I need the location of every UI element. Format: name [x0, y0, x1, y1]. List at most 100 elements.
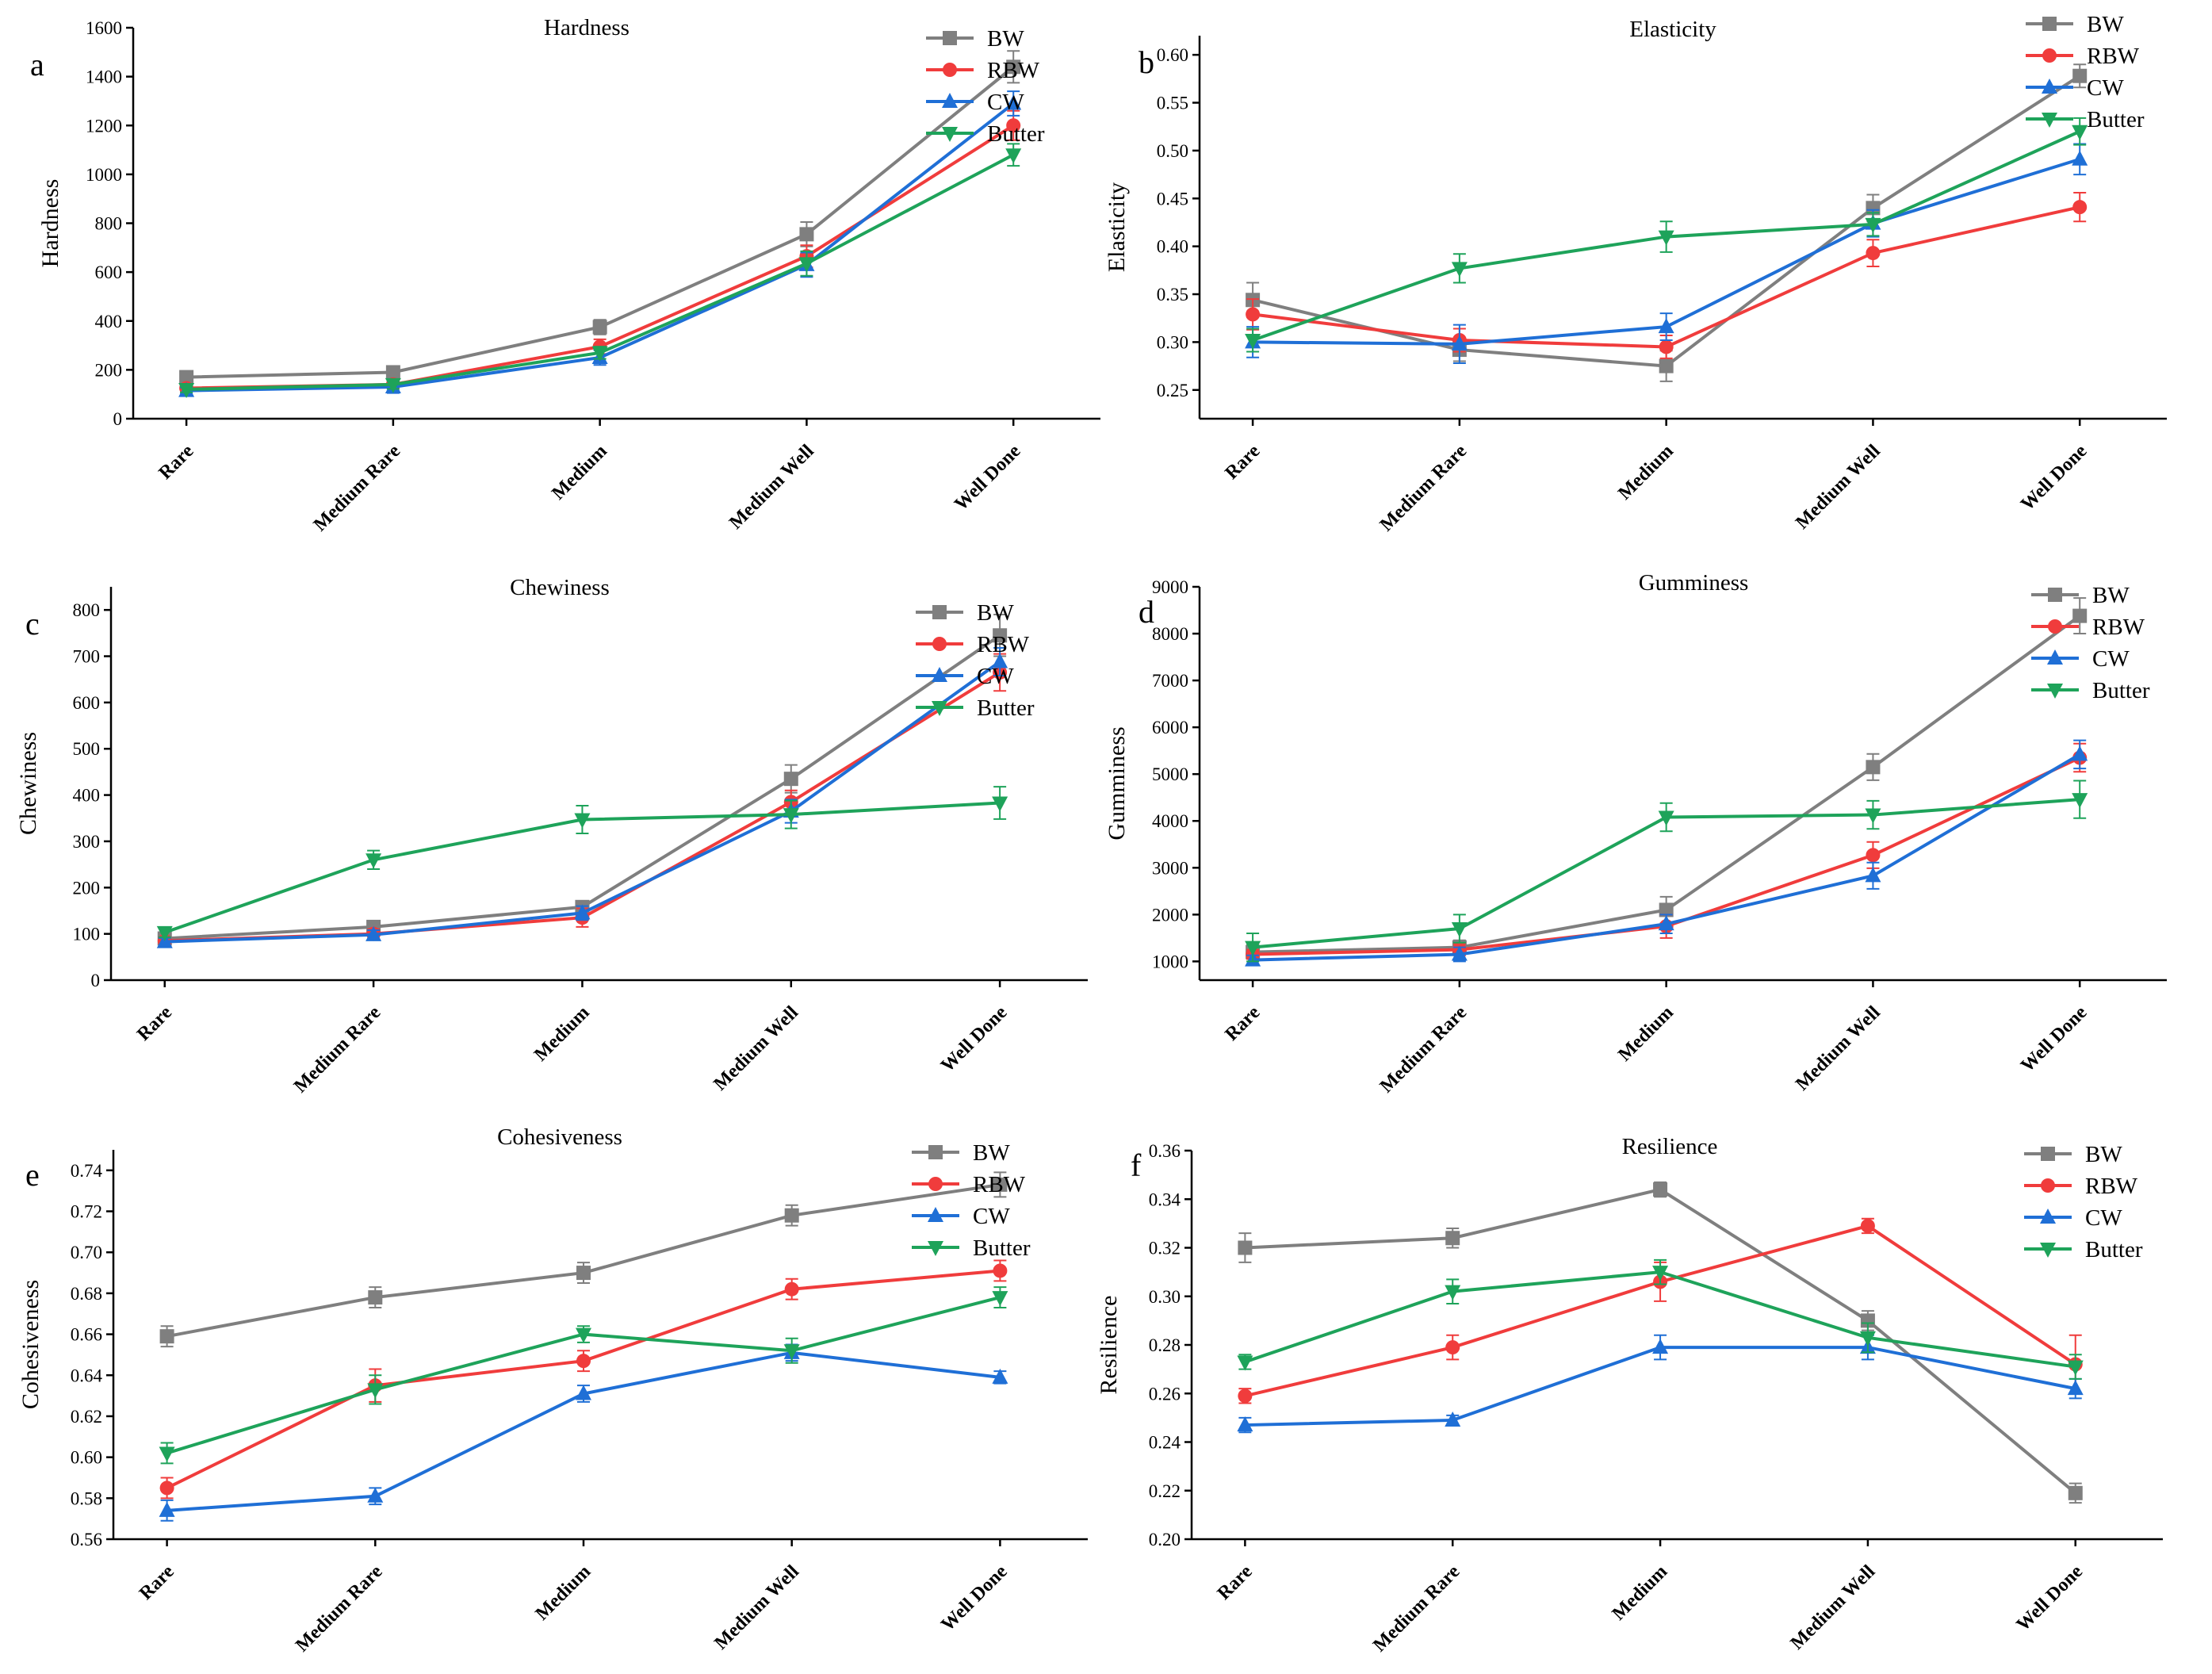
series-bw — [179, 50, 1021, 385]
legend: BW RBW CW Butter — [2026, 12, 2145, 132]
series-bw — [157, 614, 1008, 946]
data-point — [385, 365, 400, 380]
y-tick-label: 600 — [73, 693, 101, 713]
data-point — [576, 1354, 591, 1369]
legend: BW RBW CW Butter — [916, 600, 1035, 721]
y-axis-title: Gumminess — [1104, 726, 1130, 840]
legend-label: BW — [2085, 1142, 2122, 1167]
y-tick-label: 1000 — [86, 165, 122, 185]
y-tick-label: 1400 — [86, 67, 122, 87]
data-point — [784, 1208, 799, 1223]
series-rbw — [1238, 1217, 2083, 1404]
y-tick-label: 600 — [95, 262, 123, 282]
legend: BW RBW CW Butter — [2031, 583, 2150, 703]
legend-label: BW — [2087, 12, 2124, 37]
x-category-label: Well Done — [2017, 1002, 2091, 1077]
x-category-label: Medium — [530, 1002, 594, 1066]
series-bw — [159, 1171, 1008, 1348]
y-tick-label: 100 — [73, 925, 101, 944]
series-butter — [1245, 117, 2088, 353]
legend-marker — [928, 1207, 943, 1222]
chart-panel-f: 0.20 0.22 0.24 0.26 0.28 0.30 0.32 0.34 0.36 Rare… — [1096, 1134, 2163, 1656]
legend-label: Butter — [973, 1235, 1031, 1261]
y-tick-label: 0.25 — [1157, 381, 1188, 400]
series-rbw — [159, 1259, 1008, 1500]
x-category-label: Well Done — [951, 441, 1025, 515]
data-point — [1866, 201, 1881, 216]
legend-marker — [2041, 1178, 2055, 1193]
y-tick-label: 1600 — [86, 18, 122, 38]
series-line — [164, 634, 1001, 940]
series-line — [164, 660, 1001, 944]
y-tick-label: 800 — [95, 214, 123, 234]
data-point — [1866, 848, 1881, 863]
data-point — [993, 1177, 1008, 1192]
data-point — [799, 227, 814, 242]
data-point — [1238, 1389, 1253, 1404]
legend-label: RBW — [2085, 1174, 2138, 1199]
legend-marker — [2040, 1209, 2056, 1224]
data-point — [2072, 745, 2088, 761]
y-tick-label: 2000 — [1152, 905, 1188, 925]
data-point — [574, 813, 591, 829]
series-butter — [156, 786, 1008, 941]
data-point — [1866, 760, 1881, 775]
data-point — [1005, 148, 1022, 164]
x-category-label: Medium Rare — [292, 1561, 387, 1657]
chart-title: Resilience — [1622, 1134, 1718, 1159]
data-point — [2072, 200, 2088, 215]
data-point — [1451, 945, 1468, 961]
y-axis-title: Elasticity — [1104, 182, 1130, 272]
panel-letter: b — [1139, 44, 1154, 80]
legend-marker — [2042, 17, 2057, 31]
legend-label: CW — [977, 664, 1014, 689]
x-category-label: Medium Well — [1792, 441, 1885, 534]
x-category-label: Medium — [548, 441, 611, 504]
legend: BW RBW CW Butter — [926, 26, 1045, 147]
data-point — [1451, 262, 1468, 278]
x-category-label: Medium Rare — [290, 1002, 385, 1097]
y-tick-label: 0.72 — [71, 1202, 102, 1222]
panel-letter: d — [1139, 594, 1154, 630]
x-category-label: Medium — [1609, 1561, 1672, 1625]
series-line — [166, 1182, 1001, 1339]
y-axis-title: Chewiness — [15, 732, 41, 835]
data-point — [179, 370, 194, 385]
legend-marker — [943, 63, 957, 77]
y-tick-label: 0.35 — [1157, 285, 1188, 305]
data-point — [1652, 1339, 1669, 1354]
legend-label: RBW — [987, 58, 1040, 83]
legend-marker — [2047, 684, 2063, 699]
legend-label: Butter — [2087, 107, 2145, 132]
y-tick-label: 400 — [95, 312, 123, 331]
chart-panel-c: 0 100 200 300 400 500 600 700 800 Rare Medium Rare… — [15, 575, 1088, 1097]
x-category-label: Well Done — [937, 1002, 1012, 1077]
x-category-label: Rare — [155, 441, 197, 484]
chart-title: Chewiness — [510, 575, 610, 600]
x-category-label: Well Done — [2017, 441, 2091, 515]
panel-letter: e — [25, 1157, 40, 1193]
legend-label: BW — [2092, 583, 2130, 608]
series-cw — [1237, 1334, 2084, 1434]
legend: BW RBW CW Butter — [912, 1140, 1031, 1261]
y-tick-label: 4000 — [1152, 811, 1188, 831]
data-point — [2072, 124, 2088, 140]
data-point — [1451, 335, 1468, 351]
data-point — [2072, 793, 2088, 809]
y-tick-label: 5000 — [1152, 764, 1188, 784]
panel-letter: c — [25, 606, 40, 642]
x-category-label: Medium Well — [1792, 1002, 1885, 1095]
data-point — [2072, 150, 2088, 166]
y-tick-label: 0.40 — [1157, 237, 1188, 257]
y-tick-label: 0.62 — [71, 1407, 102, 1427]
data-point — [575, 1327, 591, 1343]
legend-marker — [942, 127, 958, 142]
chart-panel-a: 0 200 400 600 800 1000 1200 1400 1600 Rare Medium … — [30, 15, 1100, 535]
x-category-label: Rare — [1221, 441, 1264, 484]
y-tick-label: 0.36 — [1149, 1141, 1181, 1161]
y-tick-label: 0.26 — [1149, 1384, 1181, 1404]
data-point — [365, 925, 382, 941]
legend-label: CW — [2085, 1205, 2122, 1231]
data-point — [1653, 1182, 1668, 1197]
data-point — [1860, 1218, 1875, 1233]
